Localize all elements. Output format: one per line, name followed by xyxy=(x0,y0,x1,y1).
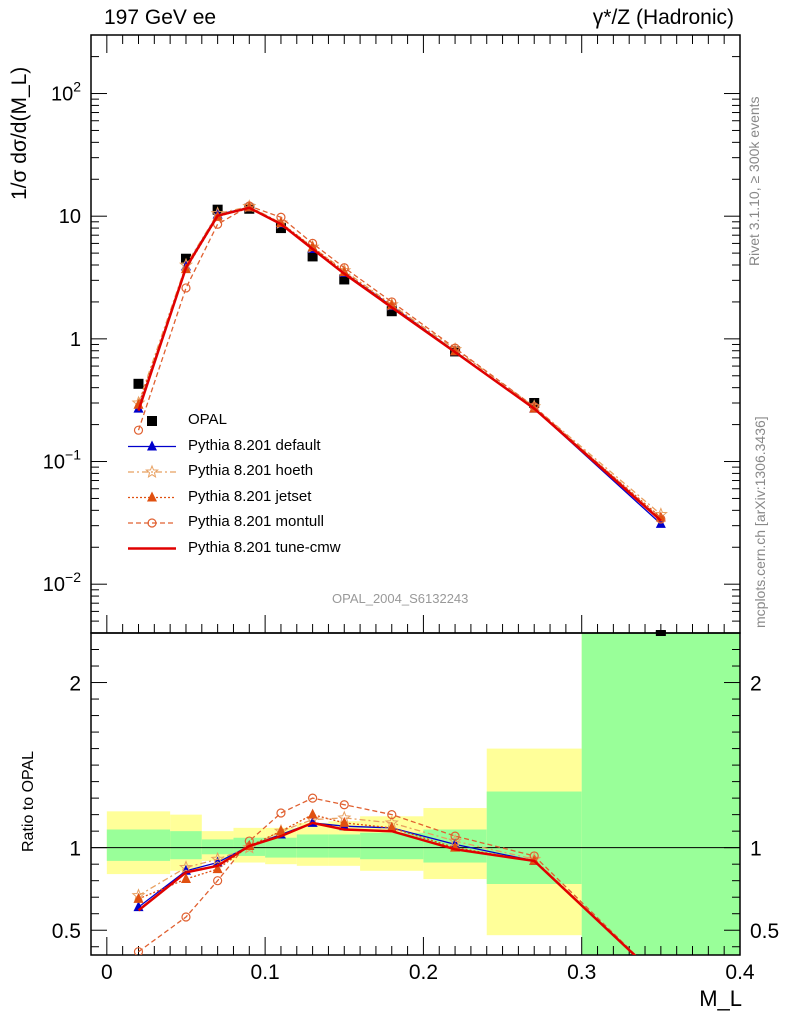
x-axis-label: M_L xyxy=(699,986,742,1011)
legend-label-default: Pythia 8.201 default xyxy=(188,436,321,454)
y-axis-label-ratio: Ratio to OPAL xyxy=(20,750,37,852)
y-tick-label-ratio: 1 xyxy=(69,838,81,861)
x-tick-label: 0.4 xyxy=(725,961,755,984)
marker-circle xyxy=(387,810,397,820)
marker-circle xyxy=(181,912,191,922)
legend-label-data: OPAL xyxy=(188,411,227,428)
uncertainty-bands xyxy=(106,633,740,955)
header-right: γ*/Z (Hadronic) xyxy=(592,6,734,29)
marker-circle xyxy=(133,947,144,955)
series-line-cmw xyxy=(137,821,637,955)
marker-square xyxy=(386,306,397,317)
band-green xyxy=(106,829,171,861)
marker-circle xyxy=(339,263,349,273)
marker-circle xyxy=(308,238,318,249)
marker-square xyxy=(339,274,350,285)
marker-square xyxy=(307,251,318,262)
marker-star xyxy=(210,851,225,866)
marker-circle xyxy=(387,297,397,307)
y-tick-label-main: 1 xyxy=(70,329,81,351)
marker-star xyxy=(655,974,667,985)
legend-label-montull: Pythia 8.201 montull xyxy=(188,513,324,530)
legend-label-jetset: Pythia 8.201 jetset xyxy=(188,487,312,505)
marker-square-edge xyxy=(655,630,666,636)
band-green xyxy=(201,839,234,855)
x-tick-label: 0 xyxy=(101,961,113,984)
marker-circle xyxy=(244,201,254,211)
marker-triangle xyxy=(180,873,191,884)
marker-triangle xyxy=(147,440,157,451)
y-tick-label-main: 10−1 xyxy=(43,447,81,474)
marker-circle xyxy=(657,976,665,984)
header-left: 197 GeV ee xyxy=(104,6,217,29)
marker-triangle xyxy=(386,821,397,832)
y-tick-label-ratio: 2 xyxy=(69,673,81,696)
band-green xyxy=(486,791,582,884)
ratio-panel-series xyxy=(131,793,667,985)
x-tick-label: 0.1 xyxy=(251,961,280,984)
marker-star xyxy=(145,464,159,479)
legend xyxy=(128,416,176,550)
y-tick-label-ratio-right: 1 xyxy=(750,838,762,861)
marker-square xyxy=(147,416,157,426)
marker-circle xyxy=(308,793,318,803)
series-line-montull xyxy=(137,205,662,520)
y-tick-label-main: 102 xyxy=(51,79,81,106)
marker-triangle xyxy=(339,816,350,827)
marker-circle xyxy=(276,808,286,818)
marker-circle xyxy=(450,831,460,841)
band-green xyxy=(581,633,740,955)
marker-triangle xyxy=(656,974,666,984)
marker-triangle xyxy=(212,863,223,874)
marker-circle xyxy=(147,518,157,528)
y-tick-label-main: 10−2 xyxy=(43,569,81,596)
marker-square xyxy=(133,378,144,389)
marker-triangle xyxy=(147,491,157,502)
y-tick-label-ratio: 0.5 xyxy=(52,920,81,943)
marker-circle xyxy=(133,425,144,435)
marker-triangle xyxy=(275,825,286,836)
series-line-montull xyxy=(138,797,637,955)
x-tick-label: 0.3 xyxy=(567,961,596,984)
y-tick-label-main: 10 xyxy=(59,206,81,228)
x-tick-label: 0.2 xyxy=(409,961,438,984)
series-line-cmw xyxy=(137,206,662,522)
marker-circle xyxy=(213,876,223,886)
marker-circle xyxy=(656,514,666,524)
marker-star xyxy=(179,860,194,874)
band-green xyxy=(296,834,329,858)
legend-label-cmw: Pythia 8.201 tune-cmw xyxy=(188,538,341,556)
axes-frame: 10−2 10−1 1 10 102 0.5 0.5 1 1 2 2 0 0.1 0.2 0.3 0.4 xyxy=(43,34,779,984)
mcplots-reference-text: mcplots.cern.ch [arXiv:1306.3436] xyxy=(752,416,768,628)
legend-label-hoeth: Pythia 8.201 hoeth xyxy=(188,462,314,479)
marker-circle xyxy=(276,212,286,222)
y-axis-label-main: 1/σ dσ/d(M_L) xyxy=(8,66,31,200)
marker-triangle xyxy=(133,892,144,903)
marker-triangle xyxy=(307,808,318,819)
series-layer xyxy=(131,199,668,985)
marker-triangle xyxy=(275,217,286,228)
band-green xyxy=(170,831,202,860)
y-tick-label-ratio-right: 0.5 xyxy=(750,920,779,943)
rivet-version-text: Rivet 3.1.10, ≥ 300k events xyxy=(746,96,762,266)
y-tick-label-ratio-right: 2 xyxy=(750,673,762,696)
marker-circle xyxy=(339,800,349,810)
ratio-panel-frame xyxy=(90,632,741,956)
band-green xyxy=(328,834,361,858)
main-panel-series xyxy=(131,199,668,633)
marker-circle xyxy=(181,283,191,293)
marker-square xyxy=(275,223,286,234)
analysis-watermark: OPAL_2004_S6132243 xyxy=(332,591,469,606)
marker-triangle xyxy=(339,266,350,277)
marker-triangle xyxy=(656,974,666,984)
